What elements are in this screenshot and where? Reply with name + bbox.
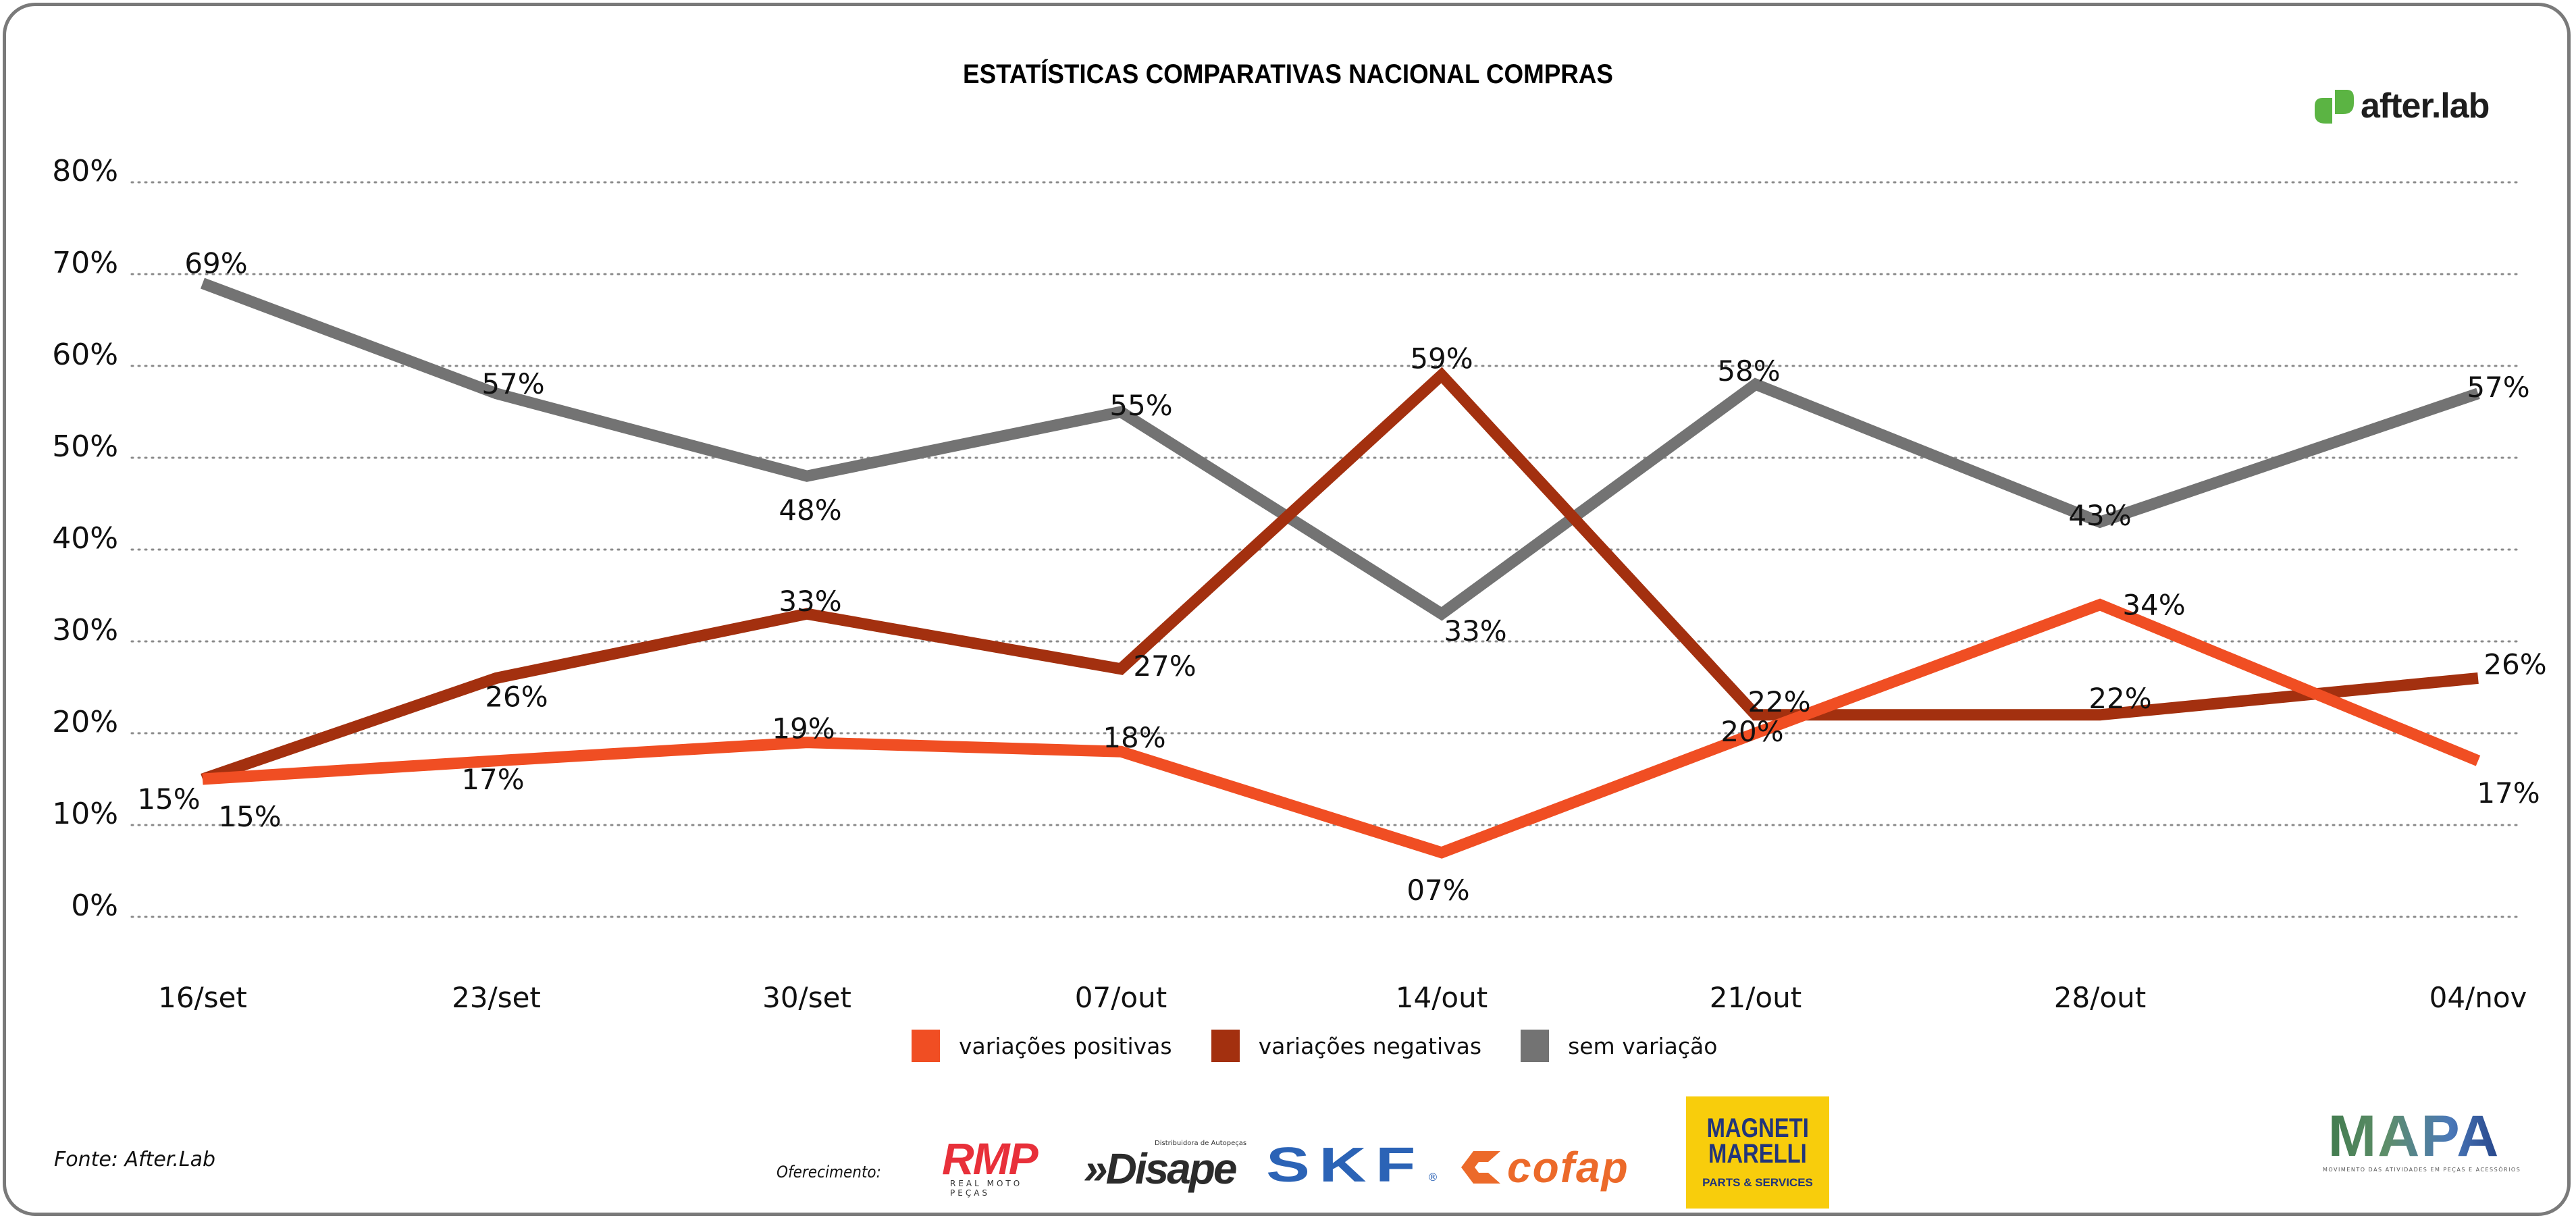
- data-labels: 15% 17% 19% 18% 07% 20% 34% 17% 15% 26% 33% 27% 59% 2…: [137, 247, 2546, 907]
- data-label: 33%: [1444, 614, 1506, 647]
- x-tick-label: 30/set: [762, 981, 851, 1014]
- legend-swatch-no-change: [1521, 1030, 1550, 1062]
- rmp-logo-subtitle: REAL MOTO PEÇAS: [950, 1179, 1023, 1198]
- data-label: 57%: [481, 367, 544, 400]
- mapa-logo-text: MAPA: [2323, 1107, 2505, 1165]
- data-label: 26%: [485, 680, 548, 713]
- data-label: 18%: [1103, 721, 1165, 754]
- data-label: 33%: [779, 585, 841, 618]
- magneti-line3: PARTS & SERVICES: [1702, 1176, 1813, 1189]
- series-line-0: [202, 598, 2481, 859]
- x-tick-label: 14/out: [1396, 981, 1488, 1014]
- sponsor-logo-skf[interactable]: SKF: [1266, 1138, 1425, 1192]
- y-tick-label: 40%: [52, 521, 118, 556]
- y-tick-label: 20%: [52, 705, 118, 739]
- magneti-line2: MARELLI: [1708, 1139, 1807, 1169]
- legend-label-positive: variações positivas: [959, 1032, 1172, 1059]
- data-label: 07%: [1407, 874, 1469, 907]
- chart-title: ESTATÍSTICAS COMPARATIVAS NACIONAL COMPR…: [963, 59, 1613, 89]
- legend-label-negative: variações negativas: [1258, 1032, 1482, 1059]
- data-label: 48%: [779, 494, 841, 527]
- data-label: 59%: [1410, 342, 1473, 375]
- x-tick-label: 28/out: [2054, 981, 2146, 1014]
- x-tick-label: 21/out: [1710, 981, 1802, 1014]
- data-label: 43%: [2068, 499, 2131, 532]
- legend-item-negative[interactable]: variações negativas: [1211, 1030, 1481, 1062]
- y-tick-label: 80%: [52, 154, 118, 188]
- legend-label-no-change: sem variação: [1568, 1032, 1718, 1059]
- y-tick-label: 60%: [52, 338, 118, 372]
- data-label: 58%: [1717, 354, 1780, 388]
- legend-item-positive[interactable]: variações positivas: [912, 1030, 1172, 1062]
- cofap-logo-text: cofap: [1507, 1143, 1629, 1192]
- disape-logo-text: »Disape: [1084, 1144, 1237, 1193]
- data-label: 69%: [184, 247, 247, 280]
- data-label: 20%: [1720, 715, 1783, 748]
- legend-swatch-negative: [1211, 1030, 1240, 1062]
- data-label: 17%: [2477, 776, 2540, 810]
- y-tick-label: 10%: [52, 797, 118, 831]
- y-axis-ticks: 0% 10% 20% 30% 40% 50% 60% 70% 80%: [52, 154, 118, 923]
- data-label: 27%: [1133, 649, 1196, 683]
- y-tick-label: 30%: [52, 613, 118, 647]
- series-lines: [201, 277, 2481, 859]
- skf-registered-mark: ®: [1427, 1171, 1438, 1184]
- x-tick-label: 07/out: [1075, 981, 1167, 1014]
- gridlines: [130, 181, 2523, 918]
- data-label: 19%: [772, 712, 835, 745]
- y-tick-label: 0%: [71, 889, 118, 923]
- data-label: 15%: [137, 783, 200, 816]
- data-label: 55%: [1109, 389, 1172, 422]
- series-line-1: [201, 367, 2479, 785]
- data-label: 22%: [1747, 685, 1810, 718]
- legend-item-no-change[interactable]: sem variação: [1521, 1030, 1717, 1062]
- sponsor-label: Oferecimento:: [777, 1163, 881, 1182]
- after-lab-logo: after.lab: [2309, 82, 2490, 130]
- sponsor-logo-magneti-marelli[interactable]: MAGNETI MARELLI PARTS & SERVICES: [1686, 1096, 1829, 1209]
- data-label: 17%: [461, 763, 524, 796]
- data-label: 22%: [2088, 682, 2151, 715]
- sponsor-logo-cofap[interactable]: cofap: [1458, 1142, 1629, 1192]
- data-label: 34%: [2122, 589, 2185, 622]
- sponsor-logo-rmp[interactable]: RMP REAL MOTO PEÇAS: [942, 1134, 1063, 1198]
- y-tick-label: 70%: [52, 246, 118, 280]
- chart-frame: [3, 3, 2571, 1216]
- disape-logo-subtitle: Distribuidora de Autopeças: [1155, 1140, 1247, 1147]
- x-tick-label: 04/nov: [2429, 981, 2527, 1014]
- mapa-logo[interactable]: MAPA MOVIMENTO DAS ATIVIDADES EM PEÇAS E…: [2323, 1107, 2521, 1173]
- series-line-2: [201, 277, 2480, 621]
- x-axis-ticks: 16/set 23/set 30/set 07/out 14/out 21/out 28/o…: [158, 981, 2527, 1014]
- y-tick-label: 50%: [52, 429, 118, 464]
- chart-legend: variações positivas variações negativas …: [912, 1030, 1756, 1062]
- after-lab-logo-text: after.lab: [2361, 86, 2490, 126]
- mapa-logo-subtitle: MOVIMENTO DAS ATIVIDADES EM PEÇAS E ACES…: [2323, 1167, 2521, 1173]
- data-label: 26%: [2483, 647, 2546, 681]
- after-lab-leaf-icon: [2309, 86, 2357, 126]
- x-tick-label: 16/set: [158, 981, 247, 1014]
- data-label: 57%: [2467, 371, 2529, 404]
- x-tick-label: 23/set: [452, 981, 541, 1014]
- magneti-line1: MAGNETI: [1706, 1113, 1809, 1143]
- legend-swatch-positive: [912, 1030, 940, 1062]
- source-note: Fonte: After.Lab: [54, 1148, 216, 1171]
- rmp-logo-text: RMP: [942, 1134, 1039, 1184]
- cofap-chevron-icon: [1461, 1151, 1500, 1184]
- data-label: 15%: [218, 800, 281, 833]
